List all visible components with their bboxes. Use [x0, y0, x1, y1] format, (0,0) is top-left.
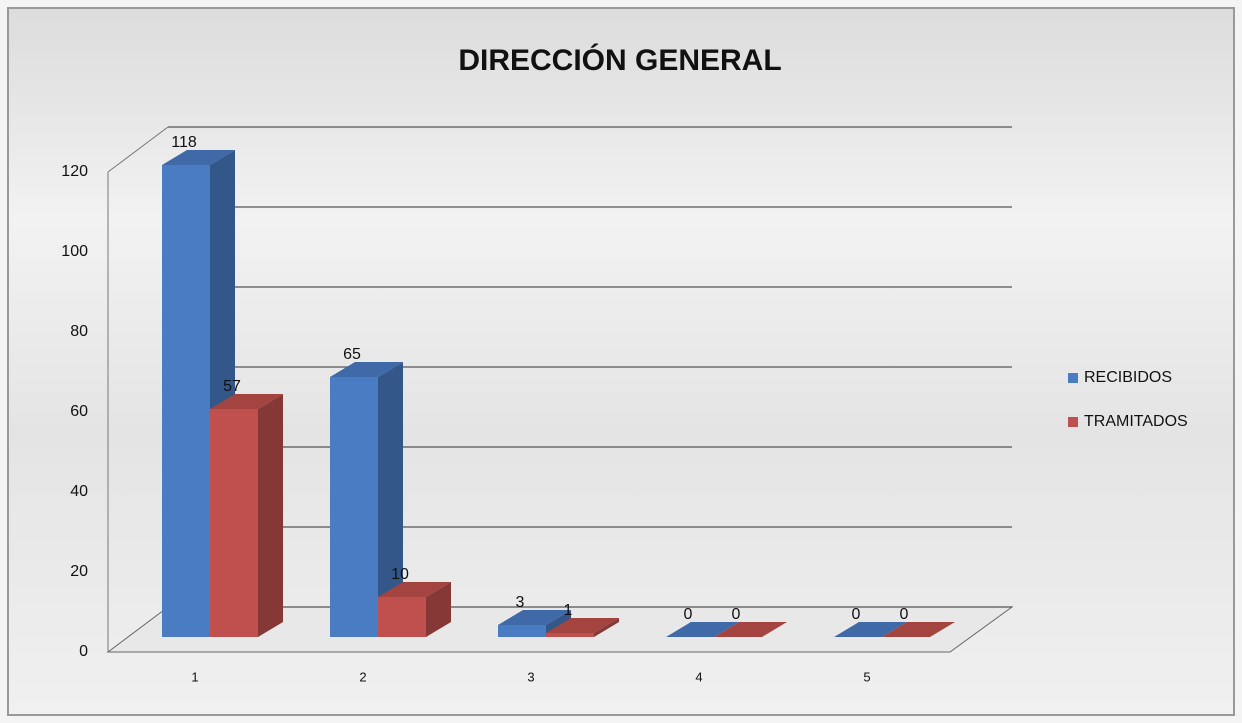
- bar-face: [258, 394, 283, 637]
- wall-edge: [107, 126, 169, 173]
- x-tick-label: 1: [191, 669, 198, 684]
- data-label: 57: [223, 378, 241, 395]
- bar-face: [378, 597, 426, 637]
- bar-face: [594, 618, 619, 637]
- data-label: 0: [732, 606, 741, 623]
- bar-face: [162, 150, 235, 165]
- chart-title: DIRECCIÓN GENERAL: [458, 43, 781, 77]
- legend-label: RECIBIDOS: [1084, 369, 1172, 386]
- bar-face: [210, 394, 283, 409]
- x-tick-label: 4: [695, 669, 702, 684]
- bar-face: [834, 622, 907, 637]
- data-label: 0: [852, 606, 861, 623]
- x-tick-label: 3: [527, 669, 534, 684]
- bar: [714, 622, 787, 637]
- data-label: 3: [516, 594, 525, 611]
- data-label: 0: [900, 606, 909, 623]
- legend-label: TRAMITADOS: [1084, 413, 1188, 430]
- y-tick-label: 20: [70, 563, 88, 580]
- bar-face: [714, 622, 787, 637]
- bar-face: [666, 622, 739, 637]
- bar-face: [162, 165, 210, 637]
- bar-face: [498, 610, 571, 625]
- bar-face: [546, 633, 594, 637]
- bar-face: [378, 582, 451, 597]
- bar: [882, 622, 955, 637]
- bar-face: [210, 409, 258, 637]
- bar-face: [378, 362, 403, 637]
- bar-face: [330, 362, 403, 377]
- bar-face: [546, 618, 619, 633]
- legend-swatch: [1068, 417, 1078, 427]
- data-label: 65: [343, 346, 361, 363]
- bar: [666, 622, 739, 637]
- legend-swatch: [1068, 373, 1078, 383]
- bar: [210, 394, 283, 637]
- data-label: 0: [684, 606, 693, 623]
- bar: [834, 622, 907, 637]
- y-tick-label: 60: [70, 403, 88, 420]
- bar-face: [426, 582, 451, 637]
- y-tick-label: 80: [70, 323, 88, 340]
- data-label: 10: [391, 566, 409, 583]
- data-label: 118: [171, 134, 197, 151]
- data-label: 1: [564, 602, 573, 619]
- y-tick-label: 100: [61, 243, 88, 260]
- x-tick-label: 5: [863, 669, 870, 684]
- y-tick-label: 0: [79, 643, 88, 660]
- bar-face: [882, 622, 955, 637]
- bar-face: [498, 625, 546, 637]
- bar: [546, 618, 619, 637]
- y-tick-label: 40: [70, 483, 88, 500]
- y-tick-label: 120: [61, 163, 88, 180]
- bar: [330, 362, 403, 637]
- x-tick-label: 2: [359, 669, 366, 684]
- bar-face: [330, 377, 378, 637]
- bar: [378, 582, 451, 637]
